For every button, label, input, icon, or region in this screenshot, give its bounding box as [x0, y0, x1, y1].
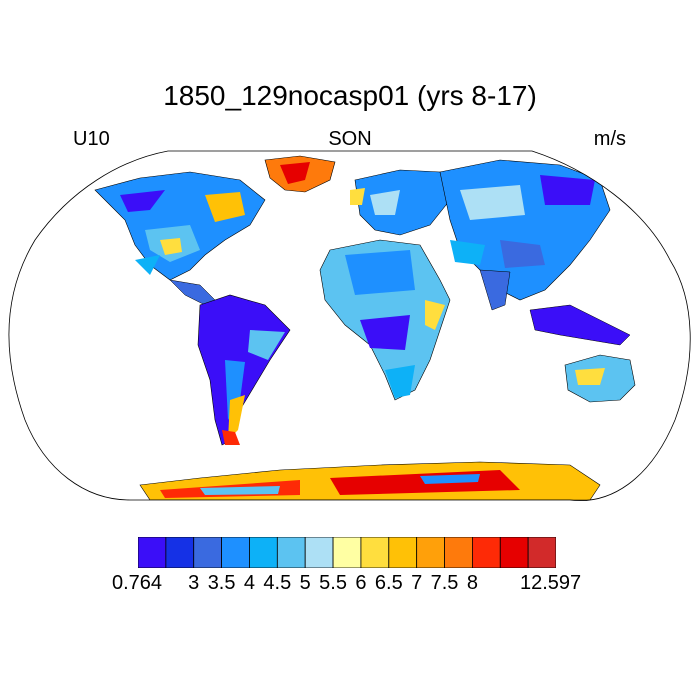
india: [479, 269, 511, 311]
colorbar-swatch: [193, 536, 223, 569]
variable-label: U10: [73, 128, 110, 150]
south-america: [197, 294, 291, 446]
colorbar-label: 12.597: [520, 572, 582, 594]
colorbar-swatch: [360, 536, 390, 569]
colorbar-swatch: [499, 536, 529, 569]
colorbar-label: 7.5: [430, 572, 459, 594]
colorbar-swatch: [165, 536, 195, 569]
se-asia: [529, 304, 631, 346]
colorbar-label: 0.764: [112, 572, 163, 594]
europe: [354, 169, 451, 236]
north-america: [94, 171, 266, 281]
units-label: m/s: [593, 128, 626, 150]
colorbar-swatch: [137, 536, 167, 569]
colorbar-label: 5: [299, 572, 311, 594]
colorbar-swatch: [527, 536, 557, 569]
colorbar-swatch: [471, 536, 501, 569]
colorbar-swatch: [276, 536, 306, 569]
colorbar-swatches: [137, 536, 557, 569]
central-america: [169, 279, 216, 306]
colorbar-label: 6: [355, 572, 367, 594]
colorbar-swatch: [332, 536, 362, 569]
colorbar-swatch: [221, 536, 250, 569]
figure-title: 1850_129nocasp01 (yrs 8-17): [163, 80, 537, 111]
colorbar: [137, 536, 557, 569]
colorbar-swatch: [304, 536, 334, 569]
colorbar-label: 7: [411, 572, 423, 594]
colorbar-swatch: [416, 536, 445, 569]
map-border: [8, 150, 691, 502]
season-label: SON: [328, 128, 372, 150]
colorbar-label: 8: [466, 572, 478, 594]
colorbar-swatch: [388, 536, 418, 569]
colorbar-label: 3: [188, 572, 200, 594]
colorbar-label: 4: [243, 572, 256, 594]
colorbar-label: 4.5: [263, 572, 292, 594]
colorbar-label: 5.5: [319, 572, 347, 594]
land-fields: [94, 155, 636, 501]
colorbar-label: 6.5: [374, 572, 403, 594]
colorbar-swatch: [249, 536, 278, 569]
colorbar-swatch: [444, 536, 473, 569]
colorbar-label: 3.5: [207, 572, 236, 594]
